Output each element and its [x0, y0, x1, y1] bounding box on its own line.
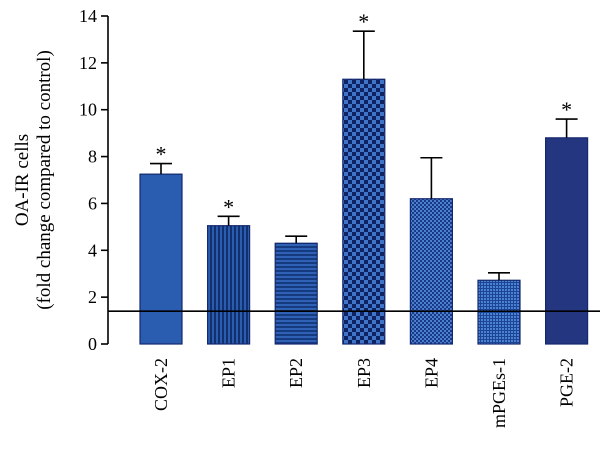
category-label: COX-2 [151, 358, 171, 411]
bar-mpges-1 [477, 279, 521, 345]
category-labels: COX-2 EP1 EP2 EP3 EP4 mPGEs-1 PGE-2 [151, 358, 577, 428]
y-axis-ticks: 0 2 4 6 8 10 12 14 [79, 6, 108, 354]
y-tick-label: 2 [88, 287, 97, 307]
significance-star: * [561, 97, 572, 122]
bar-ep3 [342, 78, 386, 345]
category-label: EP3 [354, 358, 374, 388]
category-label: EP2 [286, 358, 306, 388]
y-axis-label-line: OA-IR cells [12, 134, 33, 226]
bars [139, 78, 589, 345]
significance-star: * [358, 9, 369, 34]
y-tick-label: 10 [79, 100, 97, 120]
category-label: EP4 [421, 358, 441, 388]
bar-cox-2 [139, 173, 183, 345]
y-tick-label: 0 [88, 334, 97, 354]
bar-ep2 [274, 242, 318, 345]
y-tick-label: 8 [88, 147, 97, 167]
y-axis-label: OA-IR cells (fold change compared to cont… [12, 50, 55, 310]
bar-ep4 [409, 198, 453, 345]
category-label: PGE-2 [557, 358, 577, 407]
y-tick-label: 12 [79, 53, 97, 73]
y-tick-label: 4 [88, 240, 97, 260]
y-axis-label-line: (fold change compared to control) [34, 50, 55, 310]
significance-markers: * * * * [156, 9, 573, 219]
bar-ep1 [207, 225, 251, 345]
category-label: mPGEs-1 [489, 358, 509, 428]
significance-star: * [223, 194, 234, 219]
bar-pge-2 [544, 137, 589, 345]
y-tick-label: 6 [88, 193, 97, 213]
y-tick-label: 14 [79, 6, 97, 26]
error-bars [150, 30, 578, 281]
significance-star: * [156, 142, 167, 167]
category-label: EP1 [219, 358, 239, 388]
